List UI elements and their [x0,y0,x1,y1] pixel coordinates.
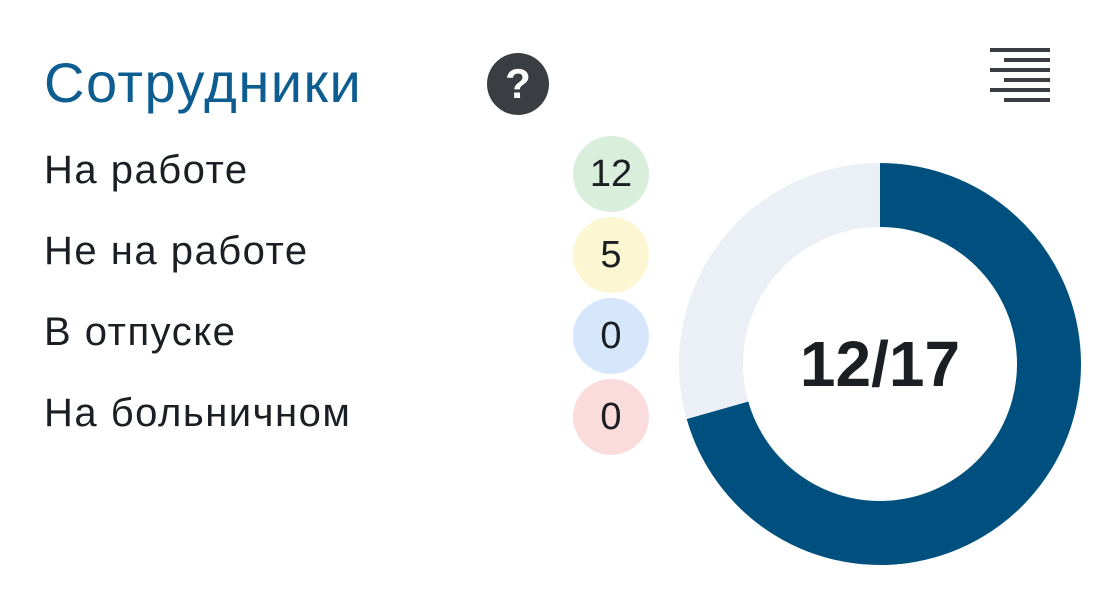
donut-slice-1[interactable] [679,163,881,419]
question-circle-icon: ? [505,60,531,107]
align-right-lines-icon [990,48,1050,102]
count-badge: 0 [573,298,649,374]
legend-item-at-work[interactable]: На работе 12 [44,130,654,212]
help-button[interactable]: ? [487,53,549,115]
count-badge: 5 [573,217,649,293]
menu-line [1004,98,1050,102]
menu-button[interactable] [990,46,1052,108]
attendance-donut-chart: 12/17 [672,156,1088,572]
legend-label: Не на работе [44,229,309,273]
menu-line [1004,58,1050,62]
count-badge: 0 [573,379,649,455]
donut-slice-0[interactable] [686,163,1081,565]
legend-item-on-vacation[interactable]: В отпуске 0 [44,292,654,374]
donut-center-label: 12/17 [800,328,960,400]
legend-label: На работе [44,148,249,192]
count-badge: 12 [573,136,649,212]
menu-line [990,88,1050,92]
legend-item-not-at-work[interactable]: Не на работе 5 [44,211,654,293]
donut-svg: 12/17 [679,163,1081,565]
widget-title: Сотрудники [44,51,363,114]
menu-line [990,68,1050,72]
menu-line [1004,78,1050,82]
menu-line [990,48,1050,52]
legend-item-sick-leave[interactable]: На больничном 0 [44,373,654,455]
legend-label: На больничном [44,391,352,435]
status-legend: На работе 12 Не на работе 5 В отпуске 0 … [44,130,654,455]
legend-label: В отпуске [44,310,237,354]
